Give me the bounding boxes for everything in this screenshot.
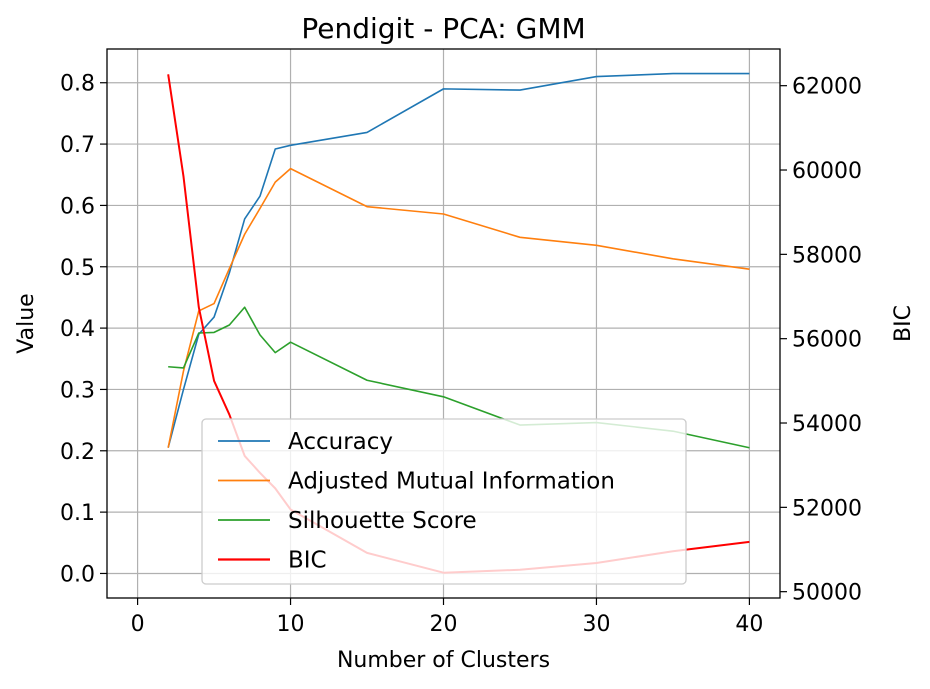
legend-label-bic: BIC [288,548,327,574]
y-tick-label: 0.7 [60,133,95,158]
y2-tick-label: 58000 [792,243,862,268]
x-tick-label: 40 [735,612,763,637]
y-tick-label: 0.0 [60,562,95,587]
legend: Accuracy Adjusted Mutual Information Silho… [201,418,687,585]
legend-label-adjusted-mutual-information: Adjusted Mutual Information [288,469,615,495]
x-tick-label: 0 [131,612,145,637]
x-tick-label: 30 [582,612,610,637]
y-tick-label: 0.3 [60,378,95,403]
series-line-adjusted-mutual-information [167,167,750,448]
x-tick-label: 10 [277,612,305,637]
y-tick-label: 0.2 [60,440,95,465]
y2-tick-label: 60000 [792,159,862,184]
x-tick-label: 20 [430,612,458,637]
y2-tick-label: 50000 [792,581,862,606]
y2-tick-label: 56000 [792,328,862,353]
x-axis-ticks: 0 10 20 30 40 [131,598,763,637]
y2-axis-ticks: 50000 52000 54000 56000 58000 60000 62000 [780,75,862,606]
y-tick-label: 0.6 [60,194,95,219]
y-tick-label: 0.1 [60,501,95,526]
y-axis-ticks: 0.0 0.1 0.2 0.3 0.4 0.5 0.6 0.7 0.8 [60,72,107,587]
legend-box [201,418,687,585]
chart-title: Pendigit - PCA: GMM [301,12,585,45]
y-tick-label: 0.8 [60,72,95,97]
y2-tick-label: 52000 [792,496,862,521]
series-line-accuracy [167,72,750,448]
y-tick-label: 0.5 [60,256,95,281]
y2-tick-label: 54000 [792,412,862,437]
y-axis-title: Value [14,293,39,353]
legend-label-accuracy: Accuracy [288,429,393,455]
y-tick-label: 0.4 [60,317,95,342]
x-axis-title: Number of Clusters [337,648,550,673]
y2-axis-title: BIC [891,305,916,342]
y2-tick-label: 62000 [792,75,862,100]
legend-label-silhouette-score: Silhouette Score [288,508,477,534]
